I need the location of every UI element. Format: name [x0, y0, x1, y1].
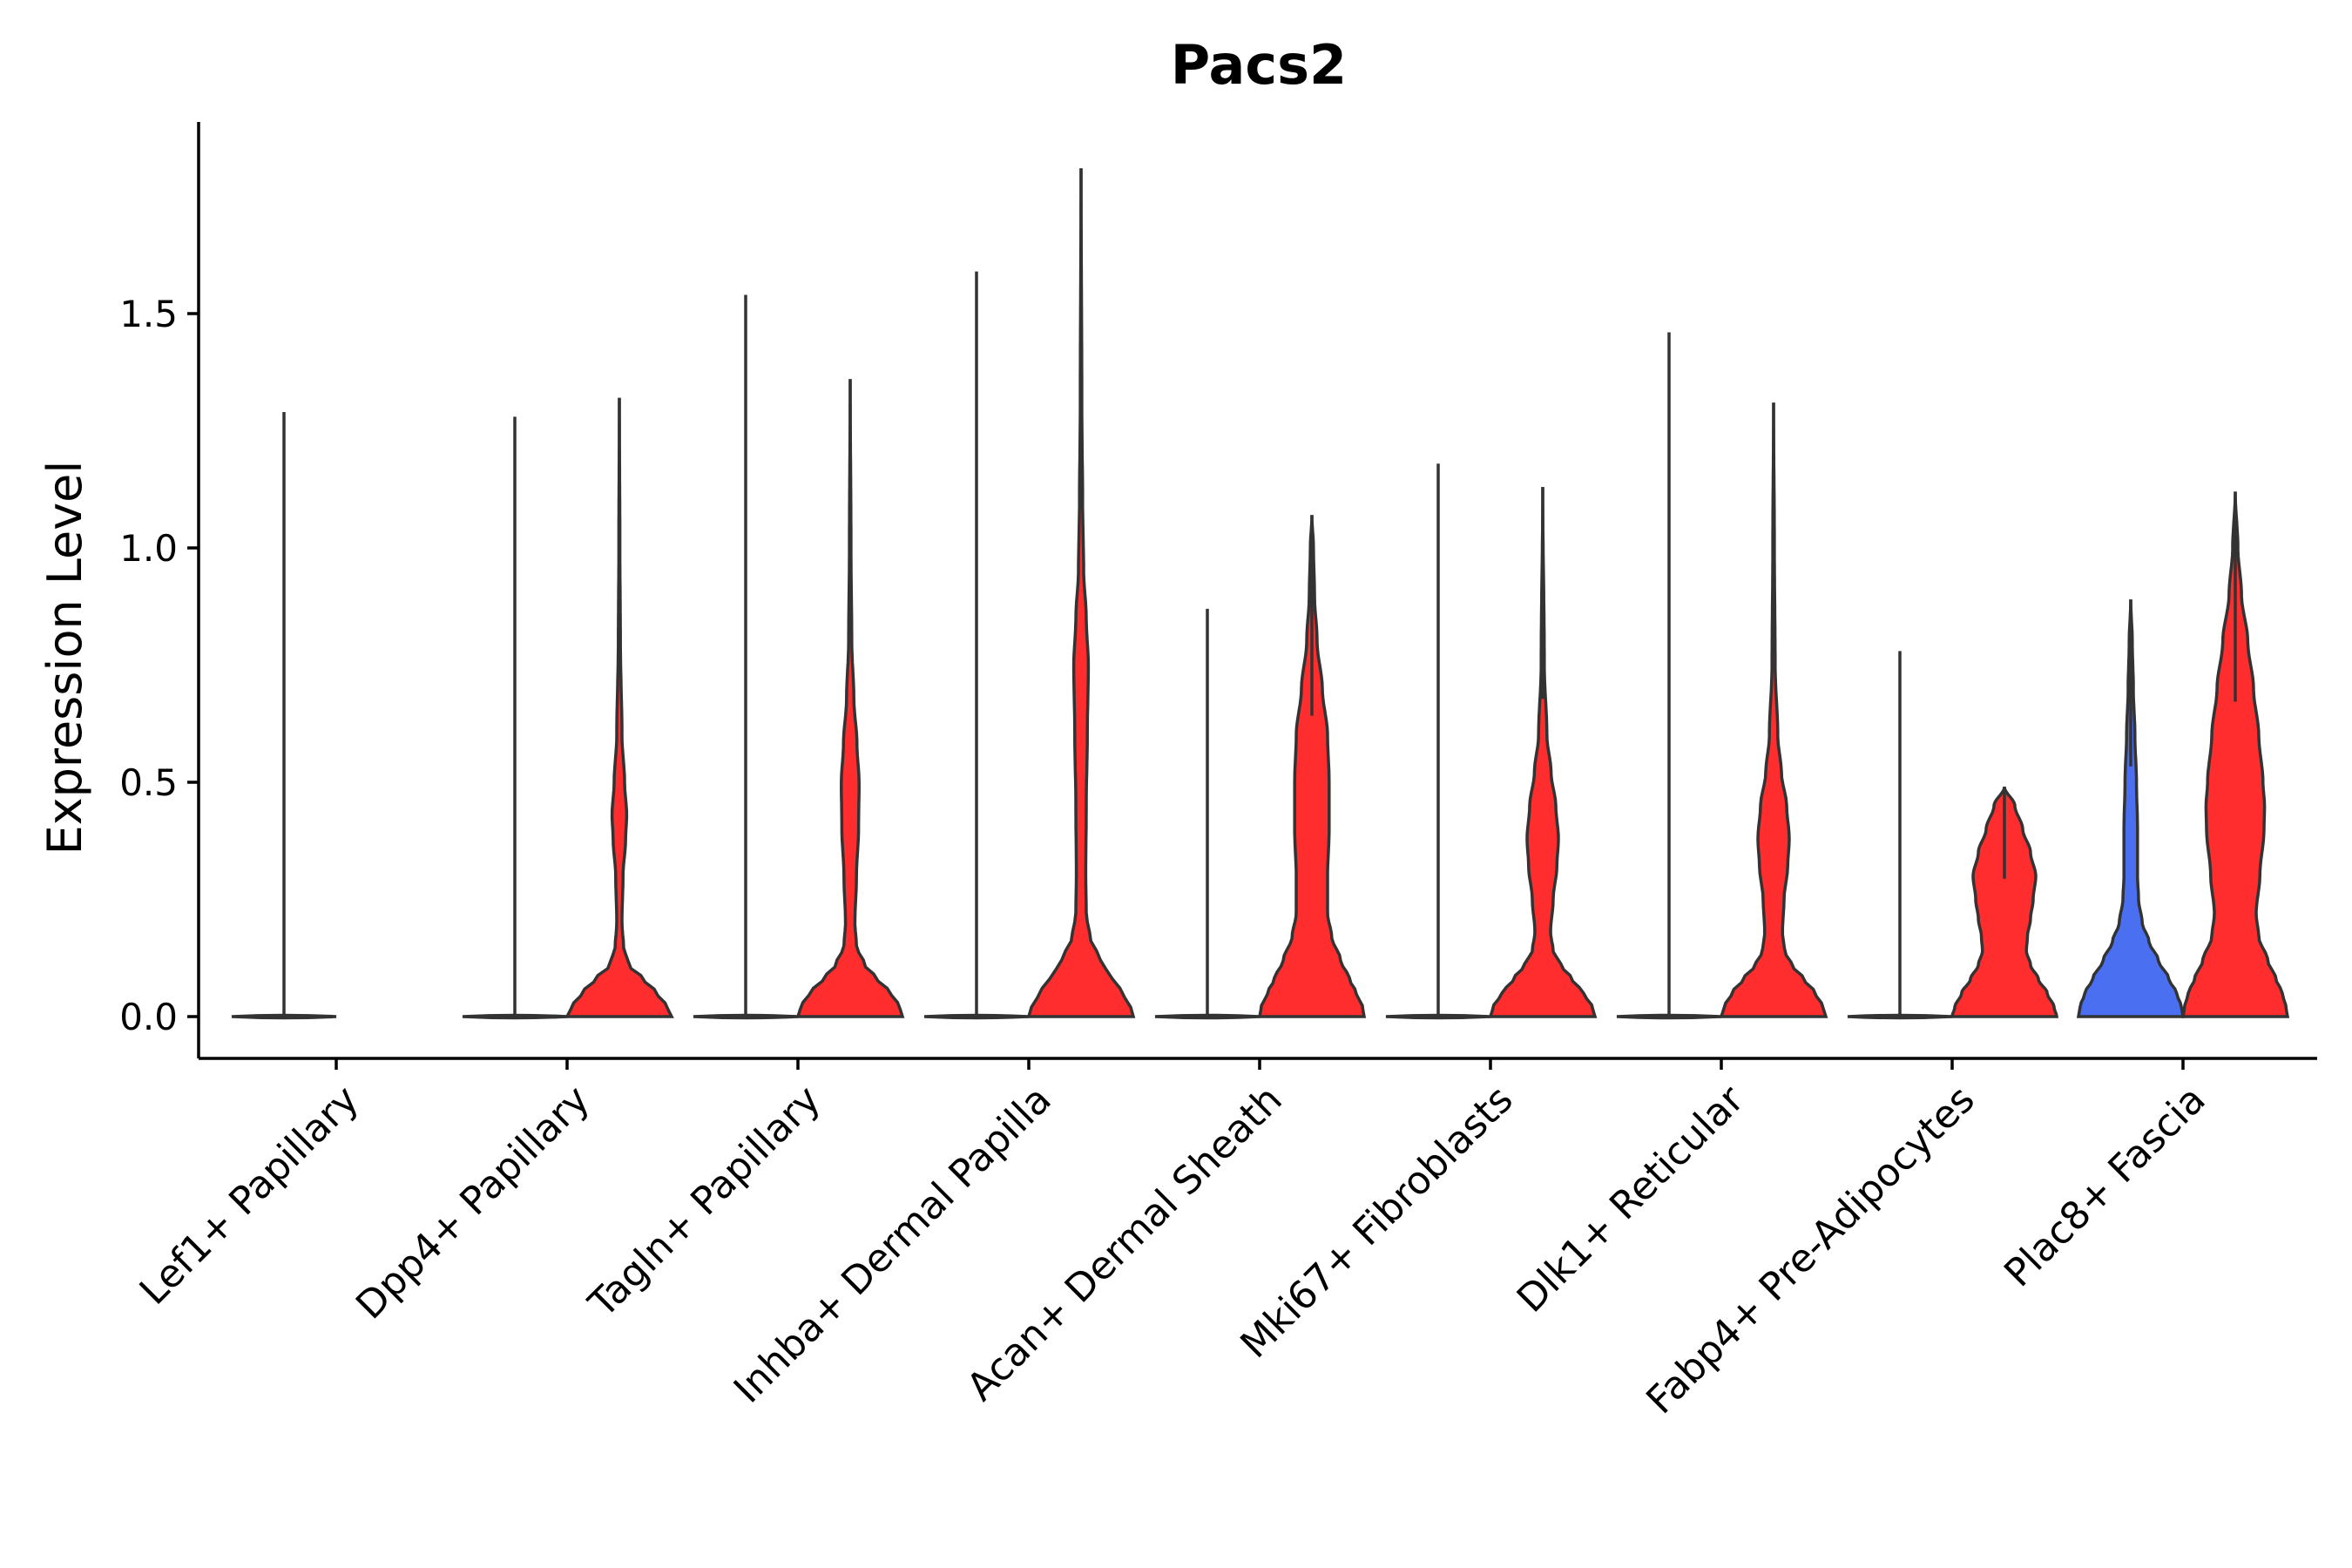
violin-group: [1847, 651, 2059, 1020]
violin-group: [2076, 491, 2290, 1018]
x-tick-label: Tagln+ Papillary: [580, 1078, 829, 1327]
violin-group: [693, 294, 905, 1020]
violin-group: [1154, 515, 1367, 1020]
y-axis-ticks: 0.0 0.5 1.0 1.5: [119, 293, 199, 1038]
axes: [197, 122, 2317, 1060]
y-tick-label: 0.5: [119, 761, 178, 804]
violin-base: [462, 1013, 568, 1020]
violin-layer: [231, 168, 2290, 1020]
violin-base: [1385, 1013, 1491, 1020]
violin-group: [462, 397, 674, 1020]
x-tick-label: Dpp4+ Papillary: [348, 1078, 598, 1328]
chart-title: Pacs2: [1171, 33, 1347, 97]
y-tick-label: 0.0: [119, 996, 178, 1038]
violin-base: [1154, 1013, 1260, 1020]
violin-base: [1847, 1013, 1953, 1020]
violin-base: [1616, 1013, 1722, 1020]
violin-base: [231, 1013, 337, 1020]
x-tick-label: Lef1+ Papillary: [132, 1078, 368, 1314]
violin-group: [1616, 332, 1828, 1020]
y-tick-label: 1.5: [119, 293, 178, 335]
violin-group: [1385, 463, 1598, 1020]
x-tick-label: Plac8+ Fascia: [1996, 1078, 2214, 1296]
violin-group: [231, 412, 337, 1020]
violin-group: [923, 168, 1136, 1020]
y-tick-label: 1.0: [119, 527, 178, 570]
violin-base: [693, 1013, 799, 1020]
x-tick-label: Dlk1+ Reticular: [1509, 1077, 1754, 1321]
violin-base: [923, 1013, 1030, 1020]
y-axis-label: Expression Level: [37, 461, 92, 855]
